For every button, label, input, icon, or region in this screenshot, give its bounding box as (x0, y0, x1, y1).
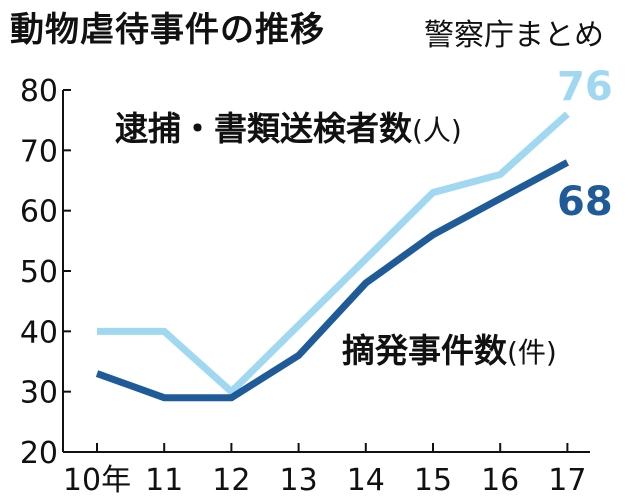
series-name-label-0: 逮捕・書類送検者数(人) (115, 109, 462, 148)
x-tick-label: 12 (212, 463, 250, 498)
chart-title: 動物虐待事件の推移 (10, 10, 325, 50)
x-tick-label: 17 (548, 463, 586, 498)
x-tick-label: 14 (347, 463, 385, 498)
y-tick-label: 60 (20, 195, 58, 230)
series-line-0 (97, 111, 570, 397)
y-tick-label: 20 (20, 436, 58, 471)
x-tick-label: 16 (481, 463, 519, 498)
series-unit-label-1: (件) (507, 336, 557, 369)
x-tick-label: 15 (414, 463, 452, 498)
y-tick-label: 30 (20, 376, 58, 411)
chart-source: 警察庁まとめ (424, 18, 604, 53)
x-tick-label: 10年 (63, 463, 131, 498)
x-tick-label: 11 (145, 463, 183, 498)
series-end-label-1: 68 (557, 179, 613, 225)
series-end-label-0: 76 (557, 64, 613, 110)
y-tick-label: 80 (20, 74, 58, 109)
x-tick-label: 13 (280, 463, 318, 498)
y-tick-label: 70 (20, 134, 58, 169)
y-tick-label: 50 (20, 255, 58, 290)
series-name-label-1: 摘発事件数(件) (342, 331, 557, 370)
series-line-1 (95, 159, 570, 402)
y-tick-label: 40 (20, 315, 58, 350)
series-unit-label-0: (人) (412, 114, 462, 147)
